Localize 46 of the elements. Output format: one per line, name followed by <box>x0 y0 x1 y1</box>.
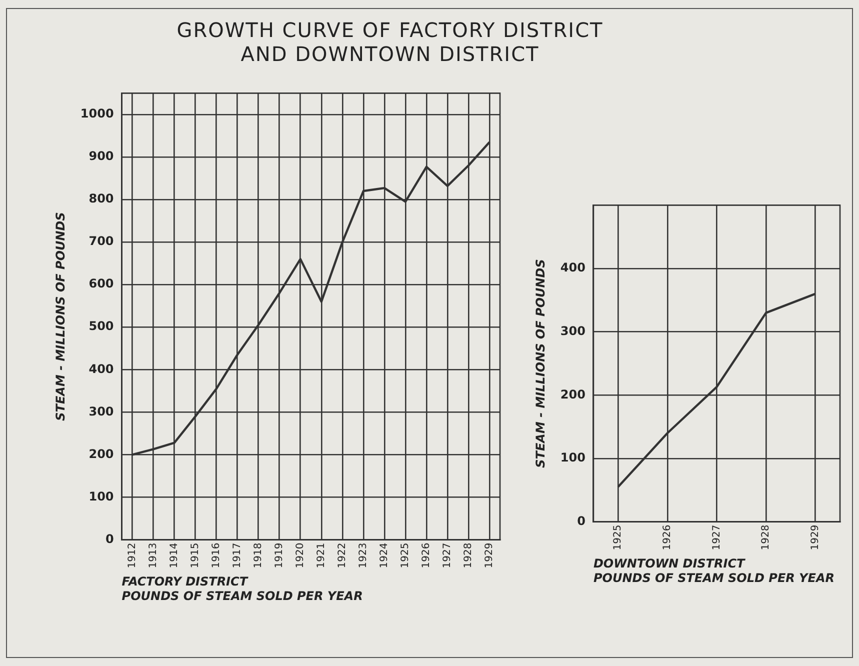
x-tick-label: 1912 <box>126 542 138 568</box>
y-tick-label: 800 <box>88 192 114 206</box>
x-tick-label: 1926 <box>421 542 432 568</box>
y-tick-label: 0 <box>577 514 586 528</box>
y-tick-label: 400 <box>88 362 114 376</box>
x-tick-label: 1925 <box>612 524 624 550</box>
y-tick-label: 600 <box>88 276 114 291</box>
chart-title: GROWTH CURVE OF FACTORY DISTRICT AND DOWNTOWN DISTRICT <box>176 18 604 66</box>
x-tick-label: 1928 <box>463 542 474 568</box>
x-tick-label: 1925 <box>400 542 412 568</box>
x-tick-label: 1929 <box>810 524 821 550</box>
y-tick-label: 400 <box>560 260 586 275</box>
y-axis-title: STEAM - MILLIONS OF POUNDS <box>53 212 68 421</box>
x-tick-label: 1920 <box>294 542 306 568</box>
x-tick-label: 1926 <box>662 524 674 550</box>
x-tick-label: 1924 <box>379 542 390 568</box>
x-tick-label: 1913 <box>148 542 159 568</box>
y-tick-label: 1000 <box>80 106 114 121</box>
y-tick-label: 100 <box>560 450 586 465</box>
x-tick-label: 1929 <box>484 542 496 568</box>
x-tick-label: 1916 <box>210 542 222 568</box>
x-axis-title: POUNDS OF STEAM SOLD PER YEAR <box>593 570 834 585</box>
x-tick-label: 1921 <box>316 542 327 568</box>
text: FACTORY DISTRICT <box>122 574 248 589</box>
x-tick-label: 1922 <box>337 542 348 568</box>
text: DOWNTOWN DISTRICT <box>593 556 746 571</box>
y-tick-label: 200 <box>88 446 114 461</box>
y-tick-label: 200 <box>560 387 586 402</box>
y-tick-label: 100 <box>88 489 114 504</box>
x-tick-label: 1918 <box>252 542 264 568</box>
y-axis-title: STEAM - MILLIONS OF POUNDS <box>533 259 548 468</box>
y-tick-label: 900 <box>88 149 114 164</box>
x-tick-label: 1923 <box>358 542 370 568</box>
x-tick-label: 1928 <box>760 524 772 550</box>
x-tick-label: 1914 <box>168 542 180 568</box>
y-tick-label: 300 <box>560 324 586 338</box>
y-tick-label: 0 <box>105 532 114 546</box>
x-tick-label: 1915 <box>190 542 201 568</box>
y-tick-label: 300 <box>88 404 114 418</box>
x-axis-title: POUNDS OF STEAM SOLD PER YEAR <box>122 588 363 603</box>
x-tick-label: 1927 <box>711 524 722 550</box>
x-tick-label: 1919 <box>274 542 285 568</box>
y-tick-label: 700 <box>88 234 114 248</box>
y-tick-label: 500 <box>88 319 114 334</box>
x-tick-label: 1927 <box>442 542 454 568</box>
x-tick-label: 1917 <box>232 542 243 568</box>
